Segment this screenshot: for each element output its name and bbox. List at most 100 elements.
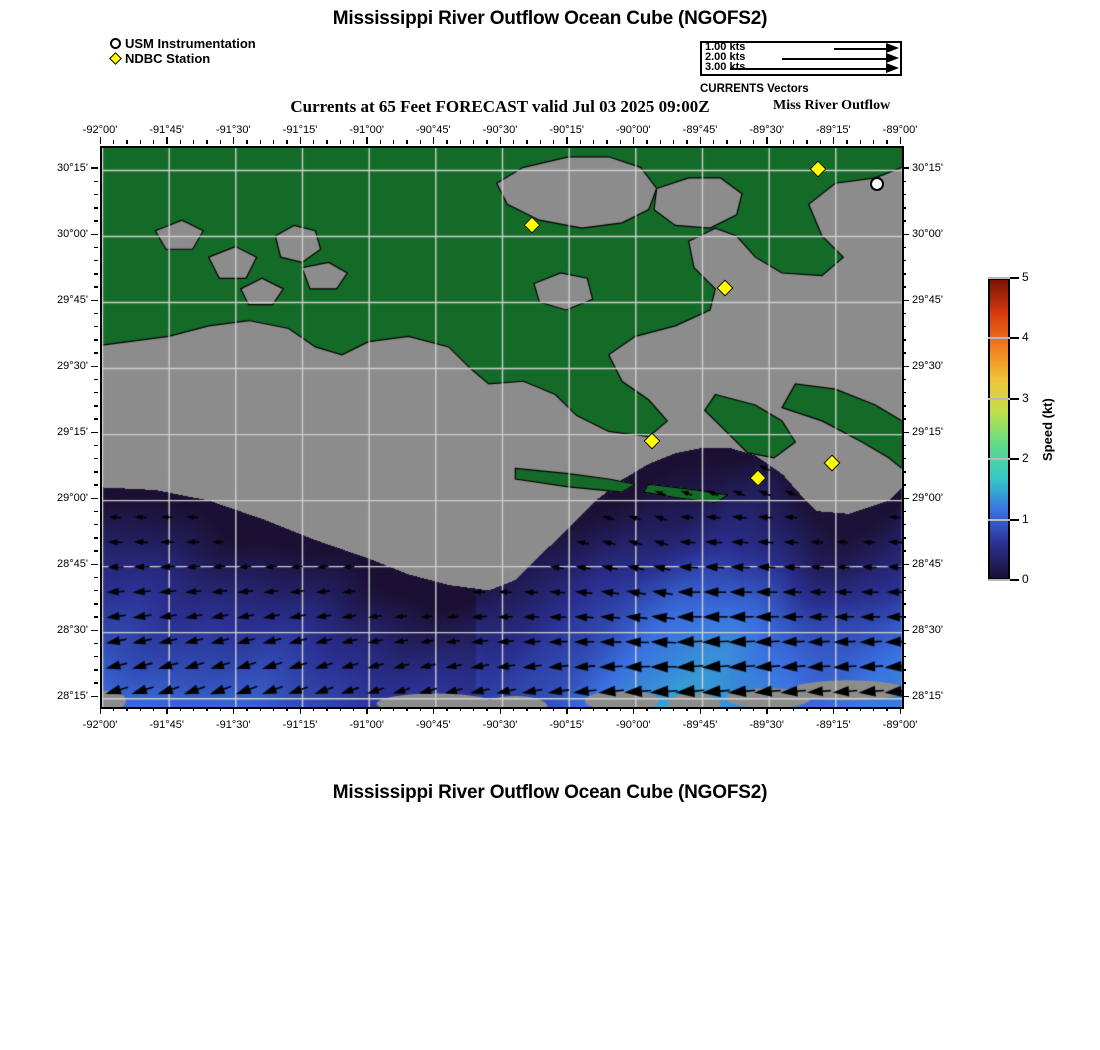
map-subtitle: Currents at 65 Feet FORECAST valid Jul 0… [290,97,710,116]
axis-tick [286,707,288,711]
axis-tick [902,550,906,552]
axis-tick [902,431,909,433]
axis-tick [112,140,115,144]
latitude-tick-label: 30°00' [912,228,943,241]
axis-tick [179,707,181,711]
longitude-tick-label: -90°30' [482,124,518,136]
colorbar-tick [1010,518,1019,521]
axis-tick [379,140,381,144]
axis-tick [902,312,906,315]
axis-tick [192,707,195,711]
axis-tick [486,140,488,144]
axis-tick [91,563,98,566]
colorbar-title: Speed (kt) [1040,398,1055,462]
legend-label-ndbc: NDBC Station [125,51,211,66]
axis-tick [259,140,261,144]
axis-tick [632,707,635,714]
colorbar-level-line [988,277,1010,279]
vector-legend-label: 1.00 kts [705,41,746,53]
colorbar-tick-label: 4 [1022,330,1029,345]
axis-tick [91,695,98,698]
axis-tick [902,220,906,222]
axis-tick [94,286,98,288]
axis-tick [166,707,168,714]
axis-tick [446,140,448,144]
axis-tick [91,299,98,301]
axis-tick [566,137,568,144]
axis-tick [326,140,328,144]
axis-tick [339,140,341,144]
longitude-tick-label: -90°30' [482,719,518,731]
latitude-tick-label: 28°45' [912,558,943,571]
axis-tick [902,299,909,301]
axis-tick [902,365,909,367]
axis-tick [779,707,781,711]
vector-scale-legend: 1.00 kts 2.00 kts 3.00 kts [700,41,902,76]
axis-tick [902,193,906,196]
axis-tick [339,707,341,711]
axis-tick [94,550,98,552]
axis-tick [94,471,98,473]
footer-title: Mississippi River Outflow Ocean Cube (NG… [332,782,768,803]
vector-legend-caption: CURRENTS Vectors [700,83,809,95]
axis-tick [819,140,821,144]
axis-tick [94,418,98,420]
axis-tick [886,140,888,144]
longitude-tick-label: -90°00' [616,719,651,731]
axis-tick [619,707,621,711]
colorbar-level-line [988,518,1010,521]
axis-tick [779,140,781,144]
colorbar-tick [1010,337,1019,340]
latitude-tick-label: 29°30' [57,360,88,373]
axis-tick [486,707,488,711]
axis-tick [726,707,728,711]
axis-tick [179,140,181,144]
axis-tick [859,707,861,711]
axis-tick [94,576,98,579]
vector-shaft-icon [782,58,886,60]
latitude-tick-label: 29°30' [912,360,943,373]
axis-tick [659,140,661,144]
latitude-tick-label: 29°15' [57,426,88,439]
outflow-label: Miss River Outflow [773,98,891,113]
longitude-tick-label: -89°30' [749,719,784,731]
axis-tick [606,140,608,144]
axis-tick [91,431,98,433]
colorbar-tick-label: 1 [1022,511,1029,526]
longitude-tick-label: -90°45' [416,719,451,731]
latitude-tick-label: 30°15' [912,161,943,174]
axis-tick [902,682,906,684]
axis-tick [94,246,98,249]
usm-instrumentation-marker[interactable] [870,177,884,191]
axis-tick [94,259,98,262]
longitude-tick-label: -91°15' [282,719,318,731]
axis-tick [902,273,906,275]
axis-tick [94,669,98,671]
legend-label-usm: USM Instrumentation [125,36,256,51]
axis-tick [902,167,909,169]
axis-tick [739,707,741,711]
axis-tick [539,707,541,711]
axis-tick [872,140,875,144]
longitude-tick-label: -89°15' [816,124,851,136]
colorbar-tick-label: 5 [1022,270,1029,284]
colorbar-level-line [988,458,1010,461]
colorbar-level-line [988,337,1010,340]
vector-legend-row: 2.00 kts [702,52,900,64]
axis-tick [579,707,581,711]
axis-tick [699,707,701,714]
axis-tick [219,140,221,144]
axis-tick [112,707,115,711]
colorbar-tick [1010,397,1019,400]
colorbar-tick [1010,277,1019,279]
map-plot-area[interactable] [100,146,904,709]
axis-tick [94,312,98,315]
axis-tick [94,484,98,486]
axis-tick [872,707,875,711]
longitude-tick-label: -90°00' [616,124,651,136]
axis-tick [902,444,906,447]
axis-tick [94,537,98,539]
axis-tick [366,137,368,144]
axis-tick [139,707,141,711]
axis-tick [126,140,128,144]
